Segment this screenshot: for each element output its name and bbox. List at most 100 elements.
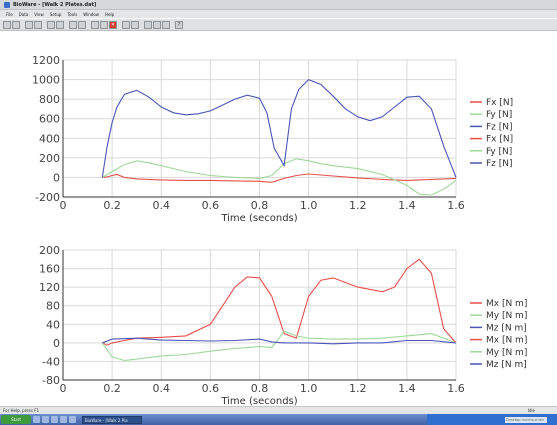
series-line-0 (102, 258, 457, 346)
status-text: For Help, press F1 (3, 408, 40, 413)
quicklaunch-icon[interactable] (60, 416, 67, 423)
desktop-search-input[interactable]: Desktop durchsuchen (505, 416, 547, 423)
legend-entry: Mx [N m] (486, 336, 527, 346)
save-icon[interactable] (12, 20, 20, 29)
taskbar: Start BioWare - [Walk 2 Pla Desktop durc… (0, 414, 557, 425)
y-tick-label: 400 (39, 132, 60, 145)
quicklaunch-icon[interactable] (51, 416, 58, 423)
y-tick-label: 600 (39, 113, 60, 126)
x-tick-label: 0.6 (202, 199, 220, 212)
zoom-out-icon[interactable] (131, 20, 139, 29)
channel-icon[interactable] (47, 20, 55, 29)
print-icon[interactable] (25, 20, 33, 29)
force-chart: 0 0.2 0.4 0.6 0.8 1.0 1.2 1.4 1.6-20002004006008… (32, 54, 513, 222)
status-state: Idle (527, 408, 535, 413)
layout-icon[interactable] (153, 20, 161, 29)
zoom-icon[interactable] (122, 20, 130, 29)
series-line-1 (102, 158, 457, 196)
menu-bar: File Data View Setup Tools Window Help (0, 10, 557, 18)
menu-setup[interactable]: Setup (49, 11, 62, 17)
x-tick-label: 0.2 (103, 382, 121, 395)
legend-entry: Fx [N] (486, 98, 513, 108)
menu-file[interactable]: File (6, 11, 13, 17)
menu-data[interactable]: Data (18, 11, 29, 17)
series-line-2 (101, 78, 457, 178)
legend-entry: Fz [N] (486, 122, 513, 132)
x-tick-label: 1.0 (300, 199, 318, 212)
quicklaunch-icon[interactable] (33, 416, 40, 423)
y-tick-label: 80 (46, 300, 60, 313)
graph-icon[interactable] (69, 20, 77, 29)
copy-icon[interactable] (34, 20, 42, 29)
x-tick-label: 1.2 (349, 199, 367, 212)
legend-entry: Fy [N] (486, 110, 512, 120)
x-tick-label: 1.2 (349, 382, 367, 395)
x-tick-label: 1.4 (398, 199, 416, 212)
y-tick-label: 1000 (32, 74, 60, 87)
legend-entry: Mx [N m] (486, 299, 527, 309)
quicklaunch-icon[interactable] (42, 416, 49, 423)
channel-icon[interactable] (56, 20, 64, 29)
series-line-1 (101, 330, 457, 362)
x-axis-label: Time (seconds) (220, 396, 297, 406)
y-tick-label: 0 (53, 171, 60, 184)
quicklaunch-icon[interactable] (69, 416, 76, 423)
legend-entry: Mz [N m] (486, 360, 527, 370)
window-title: BioWare - [Walk 2 Plates.dat] (13, 1, 97, 8)
x-tick-label: 0.4 (153, 199, 171, 212)
legend-entry: Mz [N m] (486, 323, 527, 333)
x-tick-label: 0.6 (202, 382, 220, 395)
y-tick-label: 0 (53, 337, 60, 350)
y-tick-label: 40 (46, 318, 60, 331)
new-icon[interactable] (3, 20, 11, 29)
record-icon[interactable] (100, 20, 108, 29)
moment-chart: 0 0.2 0.4 0.6 0.8 1.0 1.2 1.4 1.6 -80 -40 0 40 80 120 1… (39, 244, 527, 406)
legend-entry: Fx [N] (486, 135, 513, 145)
y-tick-label: -200 (35, 191, 60, 204)
y-tick-label: 200 (39, 244, 60, 257)
y-tick-label: 200 (39, 152, 60, 165)
grid (62, 249, 457, 381)
legend-entry: Fz [N] (486, 159, 513, 169)
x-tick-label: 1.0 (300, 382, 318, 395)
x-tick-label: 0 (60, 382, 67, 395)
settings-icon[interactable] (162, 20, 170, 29)
menu-view[interactable]: View (34, 11, 44, 17)
legend-entry: Fy [N] (486, 147, 512, 157)
menu-window[interactable]: Window (83, 11, 100, 17)
y-tick-label: 160 (39, 263, 60, 276)
taskbar-window-button[interactable]: BioWare - [Walk 2 Pla (82, 415, 142, 424)
y-tick-label: 120 (39, 281, 60, 294)
legend-entry: My [N m] (486, 311, 527, 321)
y-tick-label: 1200 (32, 54, 60, 67)
y-tick-label: 800 (39, 93, 60, 106)
y-tick-label: -80 (42, 374, 60, 387)
legend-entry: My [N m] (486, 348, 527, 358)
help-icon[interactable]: ? (175, 20, 183, 29)
start-button[interactable]: Start (1, 415, 31, 424)
system-tray: Desktop durchsuchen (427, 414, 557, 425)
x-tick-label: 1.6 (447, 199, 465, 212)
stop-icon[interactable]: ✕ (109, 20, 117, 29)
graph-icon[interactable] (78, 20, 86, 29)
menu-help[interactable]: Help (105, 11, 115, 17)
x-tick-label: 0 (60, 199, 67, 212)
x-tick-label: 0.8 (251, 199, 269, 212)
x-tick-label: 0.4 (153, 382, 171, 395)
y-tick-label: -40 (42, 355, 60, 368)
series-line-2 (102, 337, 457, 345)
app-icon (4, 1, 10, 8)
x-tick-label: 0.2 (103, 199, 121, 212)
menu-tools[interactable]: Tools (67, 11, 78, 17)
grid-icon[interactable] (91, 20, 99, 29)
status-bar: For Help, press F1 Idle (0, 406, 557, 415)
layout-icon[interactable] (144, 20, 152, 29)
toolbar: ✕ ? (0, 19, 557, 31)
series-line-0 (102, 173, 457, 183)
x-tick-label: 0.8 (251, 382, 269, 395)
x-axis-label: Time (seconds) (220, 213, 297, 222)
plot-area: 0 0.2 0.4 0.6 0.8 1.0 1.2 1.4 1.6 -200 0 200 400 600 8… (0, 32, 557, 406)
x-tick-label: 1.4 (398, 382, 416, 395)
x-tick-label: 1.6 (447, 382, 465, 395)
